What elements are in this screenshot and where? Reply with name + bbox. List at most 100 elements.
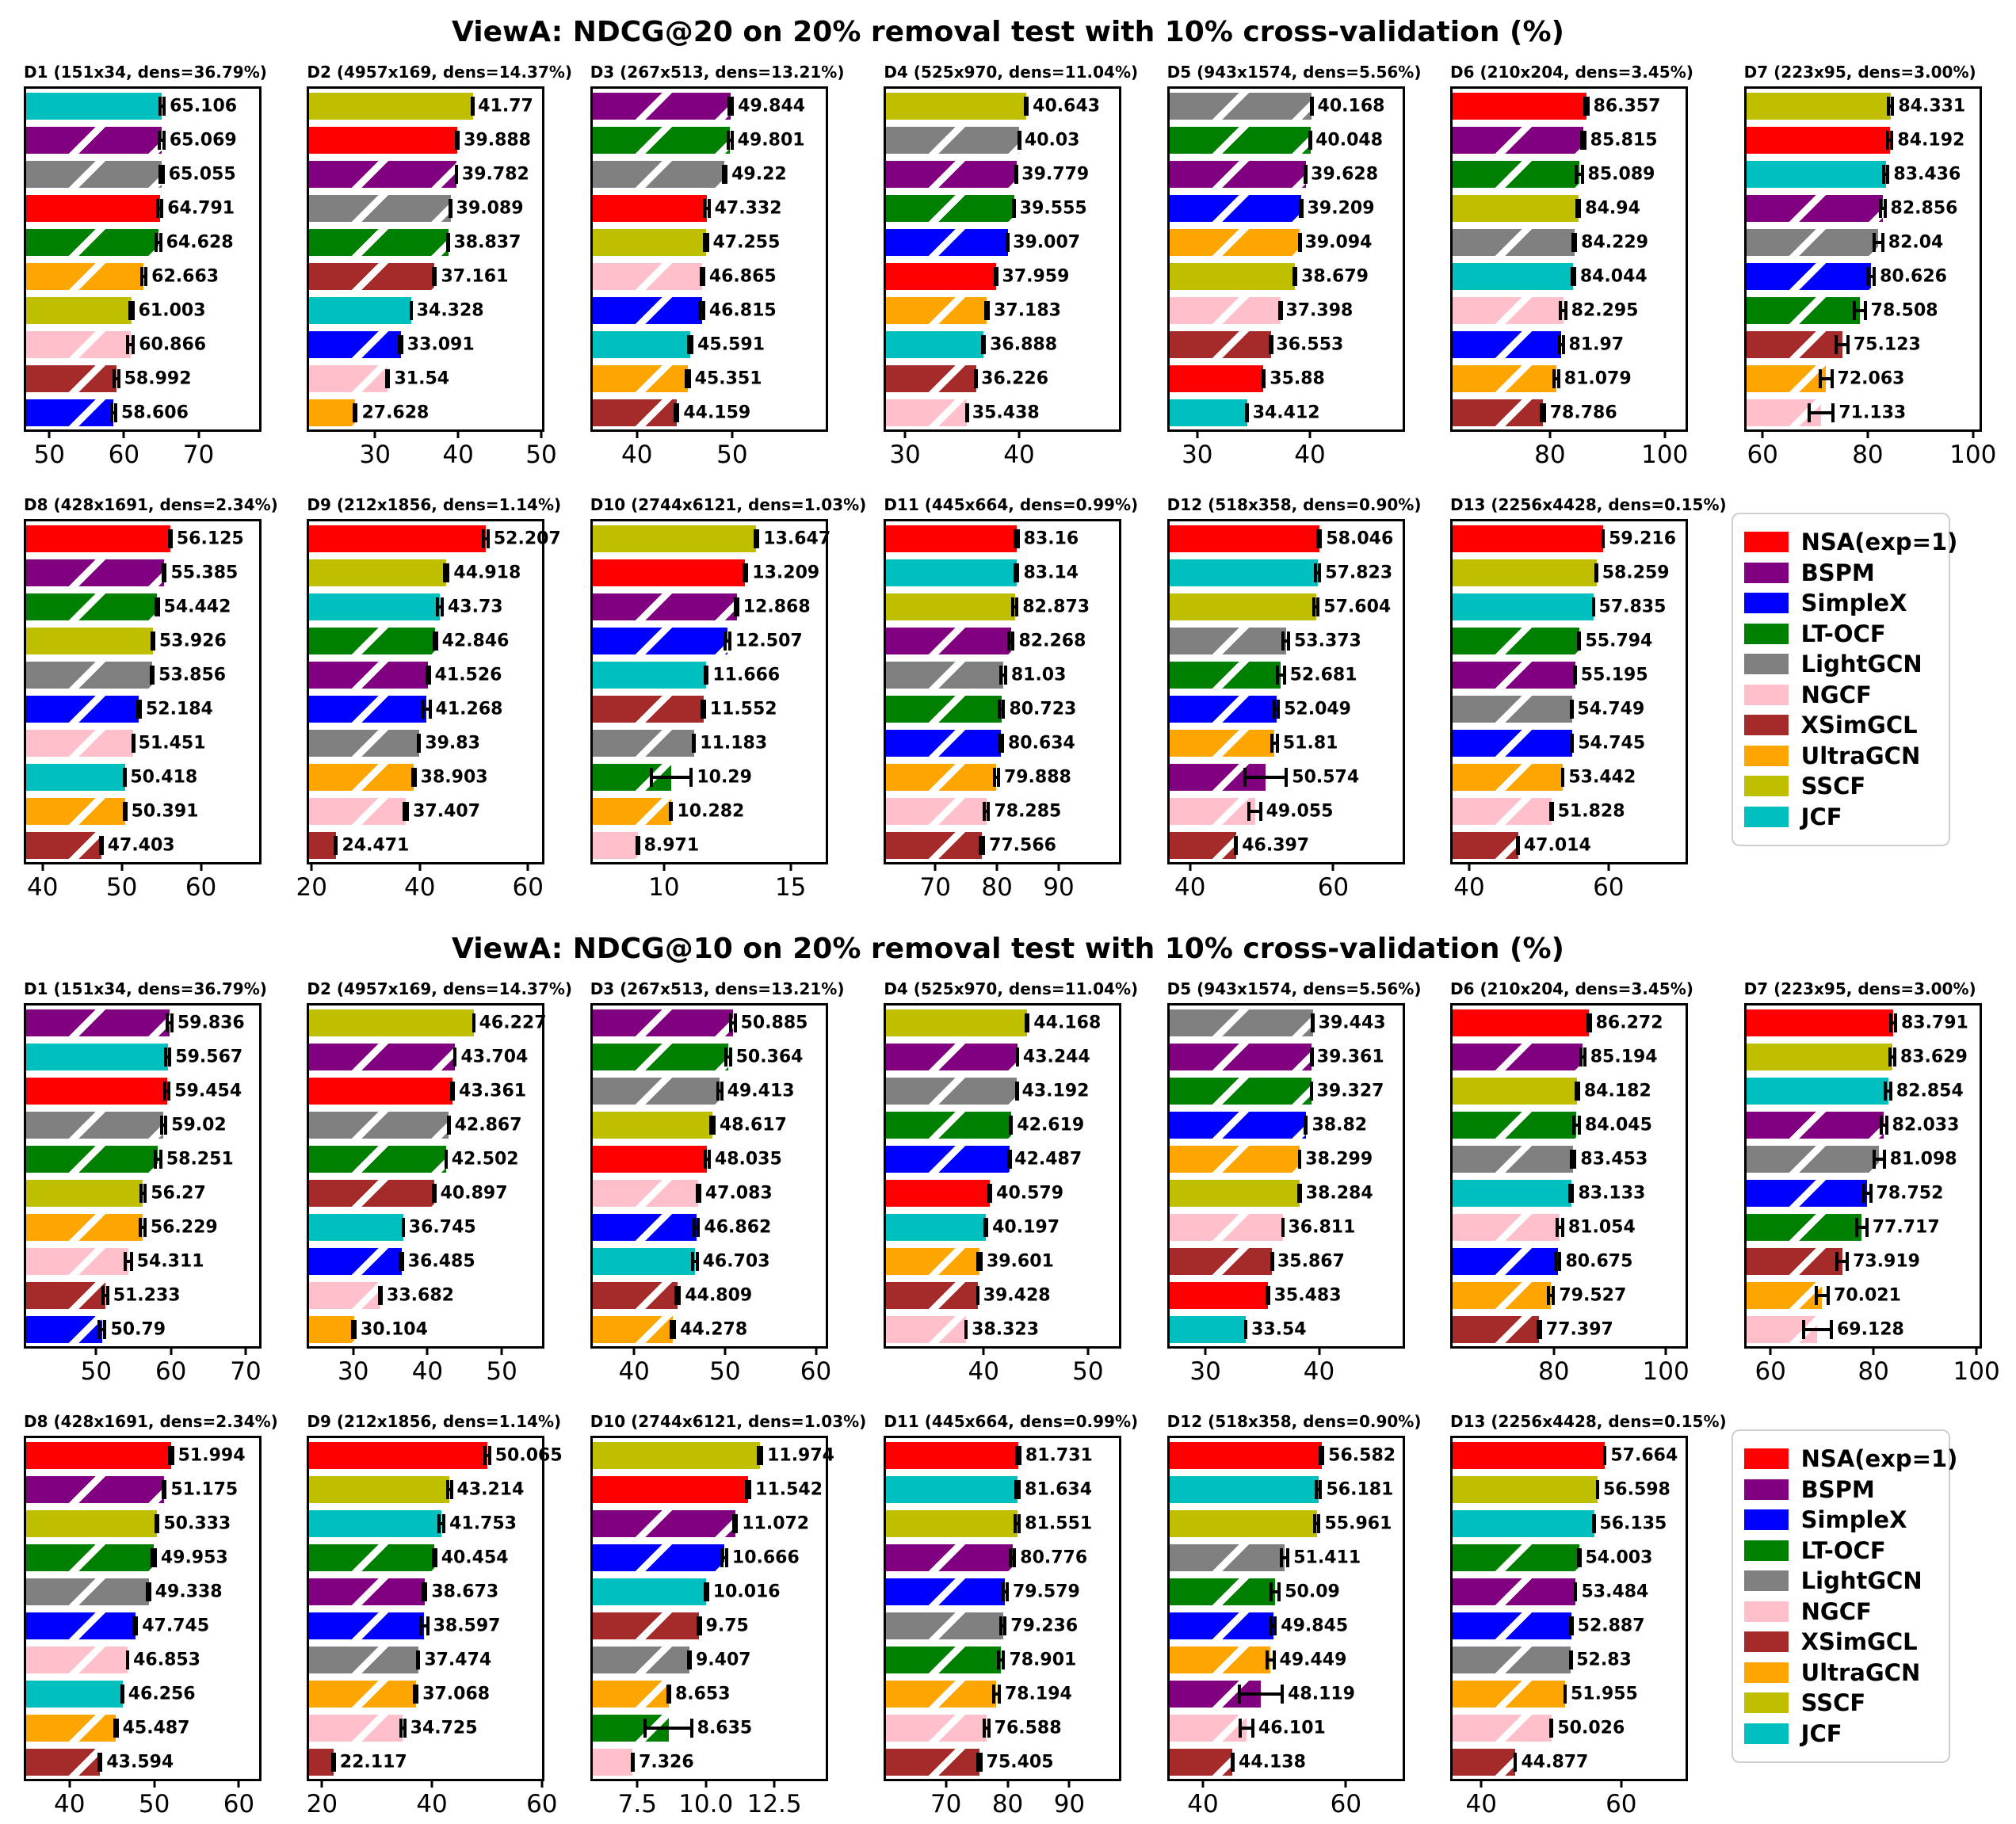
bar-row-sscf: 47.255	[592, 225, 826, 259]
bar-row-bspm: 80.776	[886, 1540, 1119, 1574]
error-bar-line	[159, 1123, 168, 1127]
bar	[1453, 1213, 1560, 1241]
error-bar	[1516, 835, 1520, 855]
bar-value-label: 43.214	[456, 1479, 525, 1499]
error-bar-cap-right	[1883, 198, 1887, 218]
bar-row-ltocf: 50.364	[592, 1040, 826, 1074]
bar-value-label: 81.551	[1025, 1513, 1093, 1533]
error-bar-cap-right	[1888, 1081, 1892, 1101]
bar-row-xsimgcl: 22.117	[309, 1745, 542, 1779]
error-bar-line	[1557, 342, 1565, 346]
error-bar-cap-left	[1270, 1616, 1273, 1635]
error-bar-cap-left	[1540, 403, 1544, 422]
bar-row-jcf: 83.14	[886, 555, 1119, 590]
bar-row-jcf: 11.666	[592, 658, 826, 692]
bar-row-bspm: 39.779	[886, 157, 1119, 191]
error-bar-cap-right	[989, 1183, 993, 1203]
error-bar	[1577, 1547, 1582, 1567]
bar	[309, 1714, 403, 1742]
bar-row-simplex: 46.815	[592, 293, 826, 327]
legend-label: BSPM	[1800, 1475, 1875, 1503]
error-bar-cap-right	[964, 1319, 968, 1339]
error-bar-cap-right	[1873, 266, 1877, 286]
x-axis-tick	[310, 862, 313, 871]
section-ndcg10: ViewA: NDCG@10 on 20% removal test with …	[0, 922, 2016, 1824]
bar-value-label: 11.183	[700, 733, 768, 753]
plot-area: 57.664 56.598 56.135 54.003 53.484 52.887 52.8…	[1450, 1436, 1689, 1818]
bar-row-sscf: 41.77	[309, 89, 542, 123]
bar-row-ngcf: 54.311	[26, 1244, 259, 1278]
error-bar-line	[756, 1453, 764, 1457]
error-bar-cap-left	[1880, 1115, 1884, 1135]
bar-row-ngcf: 7.326	[592, 1745, 826, 1779]
plot-area: 51.994 51.175 50.333 49.953 49.338 47.745 46.8…	[24, 1436, 262, 1818]
error-bar-cap-right	[1570, 699, 1574, 719]
error-bar-cap-left	[976, 1251, 980, 1271]
bar	[1169, 160, 1306, 188]
x-axis-tick	[636, 429, 639, 438]
error-bar-cap-right	[697, 1217, 701, 1237]
bar-row-bspm: 38.673	[309, 1574, 542, 1608]
bar-value-label: 39.361	[1316, 1047, 1384, 1067]
error-bar	[415, 1650, 421, 1669]
bar	[1169, 330, 1271, 358]
error-bar-cap-left	[998, 1616, 1002, 1635]
bar-row-bspm: 85.194	[1453, 1040, 1686, 1074]
bar-value-label: 78.901	[1009, 1650, 1077, 1669]
error-bar	[167, 529, 173, 548]
error-bar	[155, 198, 164, 218]
error-bar-line	[1552, 376, 1560, 380]
bar-value-label: 49.338	[155, 1582, 223, 1601]
error-bar-cap-right	[728, 1047, 732, 1067]
bar-value-label: 57.823	[1325, 563, 1393, 582]
bar-row-bspm: 53.484	[1453, 1574, 1686, 1608]
legend-swatch-icon	[1743, 562, 1789, 583]
bar-row-ultragcn: 51.81	[1169, 726, 1403, 760]
bar-row-ltocf: 54.003	[1453, 1540, 1686, 1574]
bar-row-xsimgcl: 11.552	[592, 692, 826, 726]
bar-row-ltocf: 52.681	[1169, 658, 1403, 692]
error-bar-cap-right	[446, 232, 450, 252]
bar-row-sscf: 84.182	[1453, 1074, 1686, 1108]
error-bar-cap-left	[413, 1684, 417, 1704]
error-bar-cap-left	[1569, 1149, 1573, 1169]
error-bar	[964, 403, 969, 422]
error-bar-cap-left	[432, 631, 436, 651]
error-bar-cap-right	[471, 96, 475, 116]
x-axis-tick-label: 60	[223, 1790, 255, 1818]
error-bar-cap-right	[985, 1217, 989, 1237]
error-bar	[1880, 1115, 1888, 1135]
bar-value-label: 80.675	[1565, 1251, 1633, 1271]
legend-swatch-icon	[1743, 1723, 1789, 1744]
error-bar-cap-right	[105, 1285, 109, 1305]
bar-row-jcf: 56.135	[1453, 1506, 1686, 1540]
subplot-title: D11 (445x664, dens=0.99%)	[884, 1412, 1139, 1431]
bar-value-label: 38.323	[972, 1319, 1040, 1339]
bar-row-sscf: 38.284	[1169, 1176, 1403, 1210]
bar	[26, 627, 153, 654]
error-bar	[146, 1582, 151, 1601]
x-axis-tick	[773, 1779, 776, 1788]
bar-value-label: 42.867	[454, 1115, 522, 1135]
bar	[1746, 1077, 1888, 1105]
error-bar-cap-right	[979, 1752, 983, 1772]
bar-row-bspm: 39.628	[1169, 157, 1403, 191]
error-bar-cap-right	[161, 164, 165, 184]
bar-row-ultragcn: 44.278	[592, 1312, 826, 1346]
bar	[592, 364, 689, 392]
error-bar	[449, 198, 452, 218]
subplot: D13 (2256x4428, dens=0.15%) 57.664 56.598 5…	[1433, 1412, 1727, 1824]
bar	[1746, 1247, 1842, 1275]
legend-label: JCF	[1800, 803, 1842, 830]
error-bar-cap-left	[696, 1616, 700, 1635]
bar	[1169, 1612, 1273, 1639]
error-bar-cap-right	[712, 1115, 716, 1135]
bar	[1453, 1111, 1577, 1139]
bar-value-label: 44.877	[1521, 1752, 1589, 1772]
error-bar-cap-right	[1025, 96, 1029, 116]
bar	[886, 1646, 1001, 1673]
bar-row-ultragcn: 39.094	[1169, 225, 1403, 259]
bar-value-label: 52.887	[1577, 1616, 1645, 1635]
error-bar	[1281, 631, 1290, 651]
bar-value-label: 31.54	[394, 368, 450, 388]
